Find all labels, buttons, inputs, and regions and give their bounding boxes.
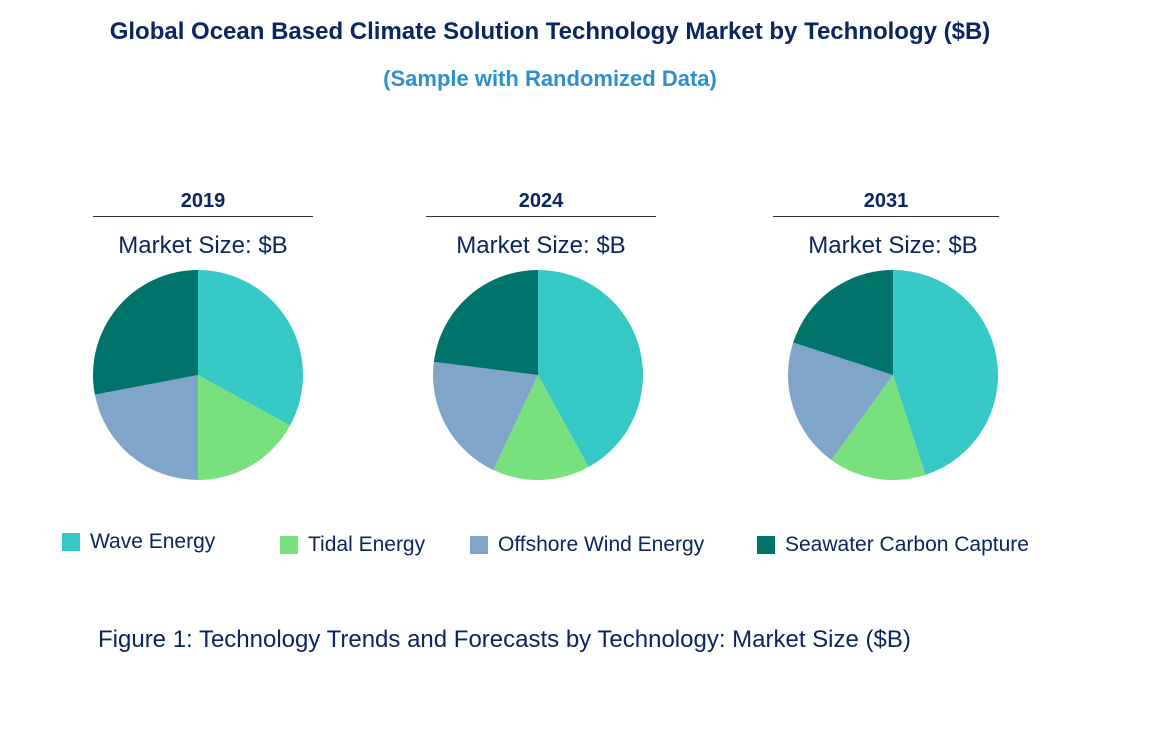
pie-subtitle-2019: Market Size: $B: [118, 232, 288, 259]
pie-slice-2024-offshore-wind-energy: [433, 361, 538, 471]
pie-slice-2019-seawater-carbon-capture: [92, 270, 198, 395]
legend-item-offshore-wind-energy: Offshore Wind Energy: [470, 533, 704, 557]
pie-title-2024: 2024: [426, 190, 656, 217]
legend-swatch: [280, 536, 298, 554]
pie-slice-2024-tidal-energy: [493, 375, 589, 480]
chart-subtitle: (Sample with Randomized Data): [383, 66, 717, 91]
figure-caption: Figure 1: Technology Trends and Forecast…: [98, 626, 911, 653]
pie-slice-2031-offshore-wind-energy: [788, 342, 893, 460]
pie-slice-2031-wave-energy: [893, 270, 998, 475]
pie-title-2031: 2031: [773, 190, 999, 217]
legend-label: Wave Energy: [90, 530, 216, 553]
pie-slice-2031-seawater-carbon-capture: [793, 270, 893, 375]
pie-slice-2019-wave-energy: [198, 270, 304, 426]
legend-item-tidal-energy: Tidal Energy: [280, 533, 425, 557]
pie-slice-2019-tidal-energy: [198, 375, 291, 480]
legend-swatch: [757, 536, 775, 554]
pie-subtitle-2031: Market Size: $B: [808, 232, 978, 259]
legend-label: Tidal Energy: [308, 533, 426, 556]
legend-swatch: [470, 536, 488, 554]
legend-swatch: [62, 533, 80, 551]
chart-title: Global Ocean Based Climate Solution Tech…: [109, 18, 991, 45]
legend-label: Seawater Carbon Capture: [785, 533, 1029, 556]
pie-slice-2031-tidal-energy: [831, 375, 926, 480]
pie-slice-2024-wave-energy: [538, 270, 643, 468]
pie-slice-2019-offshore-wind-energy: [94, 375, 198, 480]
legend-item-seawater-carbon-capture: Seawater Carbon Capture: [757, 533, 1029, 557]
legend-label: Offshore Wind Energy: [498, 533, 705, 556]
pie-slice-2024-seawater-carbon-capture: [433, 270, 538, 375]
legend-item-wave-energy: Wave Energy: [62, 530, 215, 554]
pie-title-2019: 2019: [93, 190, 313, 217]
pie-subtitle-2024: Market Size: $B: [456, 232, 626, 259]
